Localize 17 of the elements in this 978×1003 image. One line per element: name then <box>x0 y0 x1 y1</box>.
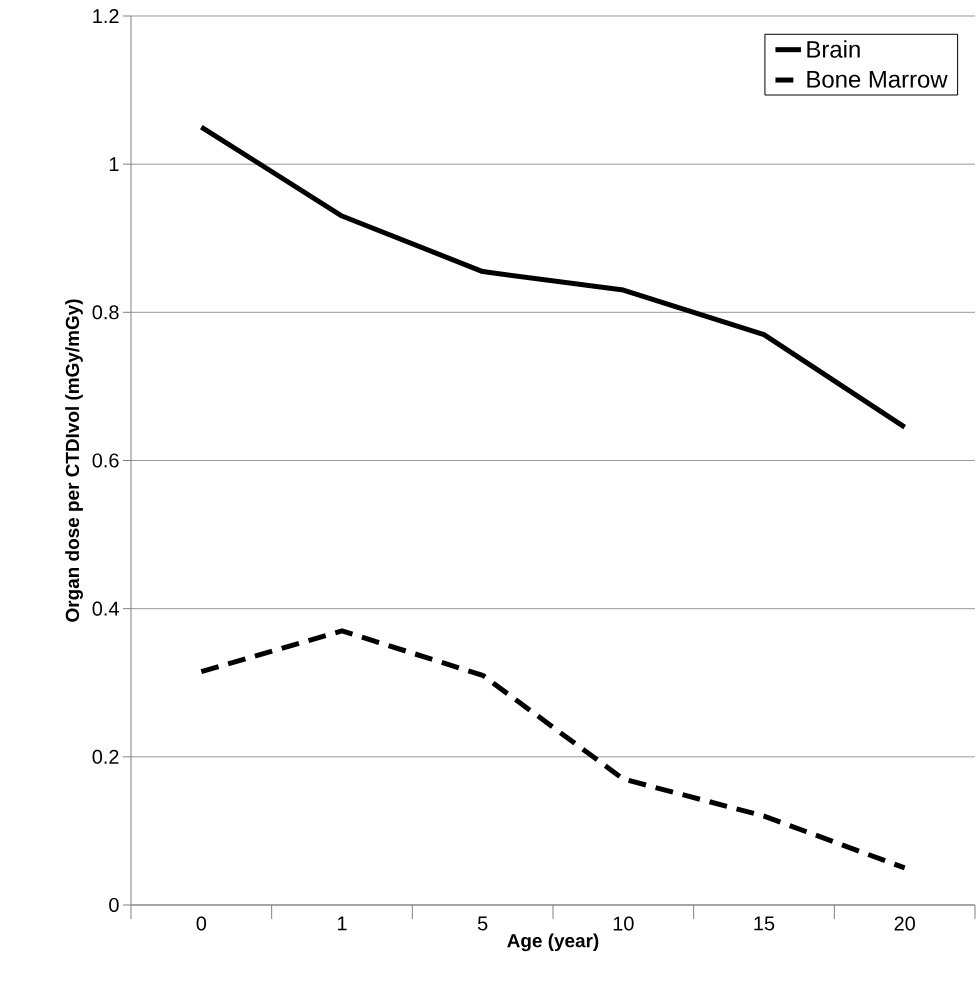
y-tick-label: 1 <box>109 157 119 172</box>
y-tick-label: 0.4 <box>92 601 119 616</box>
y-tick-label: 0.8 <box>92 305 119 320</box>
y-tick-label: 1.2 <box>93 9 119 23</box>
y-axis-title: Organ dose per CTDIvol (mGy/mGy) <box>65 299 83 622</box>
legend-label: Bone Marrow <box>807 71 948 88</box>
x-tick-label: 10 <box>613 916 634 931</box>
y-tick-label: 0.2 <box>92 749 119 764</box>
x-tick-label: 1 <box>337 916 347 931</box>
y-tick-label: 0.6 <box>92 453 119 468</box>
x-axis-title: Age (year) <box>507 933 599 952</box>
x-tick-label: 20 <box>894 916 915 931</box>
legend-label: Brain <box>807 40 860 58</box>
x-tick-label: 0 <box>196 916 207 931</box>
x-tick-label: 5 <box>477 916 488 931</box>
x-tick-label: 15 <box>754 916 775 931</box>
y-tick-label: 0 <box>109 897 119 913</box>
